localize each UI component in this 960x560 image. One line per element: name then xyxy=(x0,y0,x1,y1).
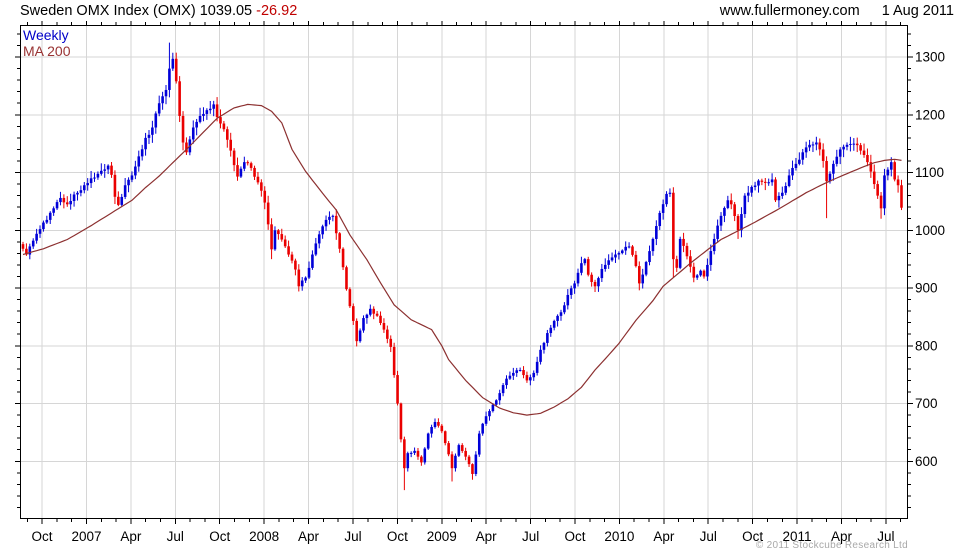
svg-text:Jul: Jul xyxy=(167,529,184,544)
svg-text:Apr: Apr xyxy=(653,529,675,544)
svg-text:Jul: Jul xyxy=(522,529,539,544)
chart-title: Sweden OMX Index (OMX) 1039.05 xyxy=(20,3,253,19)
change-value: -26.92 xyxy=(256,3,298,19)
svg-text:Jul: Jul xyxy=(700,529,717,544)
svg-text:2010: 2010 xyxy=(604,529,634,544)
site-url: www.fullermoney.com xyxy=(719,3,860,19)
svg-text:2007: 2007 xyxy=(71,529,101,544)
svg-text:Oct: Oct xyxy=(32,529,53,544)
svg-text:1100: 1100 xyxy=(915,165,944,180)
svg-text:1300: 1300 xyxy=(915,50,945,65)
chart-legend: Weekly MA 200 xyxy=(23,27,70,59)
svg-text:Jul: Jul xyxy=(344,529,361,544)
svg-text:600: 600 xyxy=(915,454,938,469)
svg-text:Oct: Oct xyxy=(387,529,408,544)
svg-text:2008: 2008 xyxy=(249,529,279,544)
svg-text:700: 700 xyxy=(915,396,938,411)
svg-text:Jul: Jul xyxy=(877,529,894,544)
svg-text:1200: 1200 xyxy=(915,107,945,122)
svg-text:Oct: Oct xyxy=(742,529,763,544)
svg-text:Apr: Apr xyxy=(120,529,142,544)
svg-text:Oct: Oct xyxy=(564,529,585,544)
legend-ma200-label: MA 200 xyxy=(23,43,71,59)
svg-text:900: 900 xyxy=(915,281,938,296)
svg-text:Apr: Apr xyxy=(476,529,498,544)
svg-text:Apr: Apr xyxy=(298,529,320,544)
svg-text:1000: 1000 xyxy=(915,223,945,238)
chart-header-left: Sweden OMX Index (OMX) 1039.05 -26.92 xyxy=(20,3,297,19)
chart-date: 1 Aug 2011 xyxy=(881,3,954,19)
svg-text:2009: 2009 xyxy=(427,529,457,544)
copyright-text: © 2011 Stockcube Research Ltd xyxy=(755,540,908,551)
chart-header-right: www.fullermoney.com 1 Aug 2011 xyxy=(720,3,954,19)
svg-text:Oct: Oct xyxy=(209,529,230,544)
svg-text:2011: 2011 xyxy=(783,529,812,544)
legend-weekly-label: Weekly xyxy=(23,27,69,43)
svg-text:Apr: Apr xyxy=(831,529,853,544)
svg-text:800: 800 xyxy=(915,338,938,353)
